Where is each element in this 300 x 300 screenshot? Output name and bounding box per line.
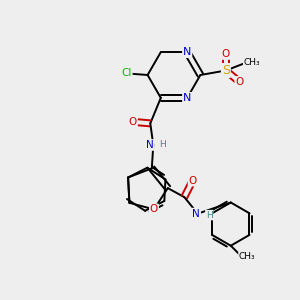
Text: CH₃: CH₃ <box>239 252 256 261</box>
Text: CH₃: CH₃ <box>244 58 260 67</box>
Text: H: H <box>160 140 166 149</box>
Text: N: N <box>192 208 200 219</box>
Text: S: S <box>222 64 230 77</box>
Text: N: N <box>183 47 191 57</box>
Text: N: N <box>183 93 191 103</box>
Text: Cl: Cl <box>122 68 132 79</box>
Text: O: O <box>150 204 158 214</box>
Text: N: N <box>146 140 154 150</box>
Text: H: H <box>206 211 213 220</box>
Text: O: O <box>222 49 230 59</box>
Text: O: O <box>189 176 197 186</box>
Text: O: O <box>235 77 244 87</box>
Text: O: O <box>129 117 137 127</box>
